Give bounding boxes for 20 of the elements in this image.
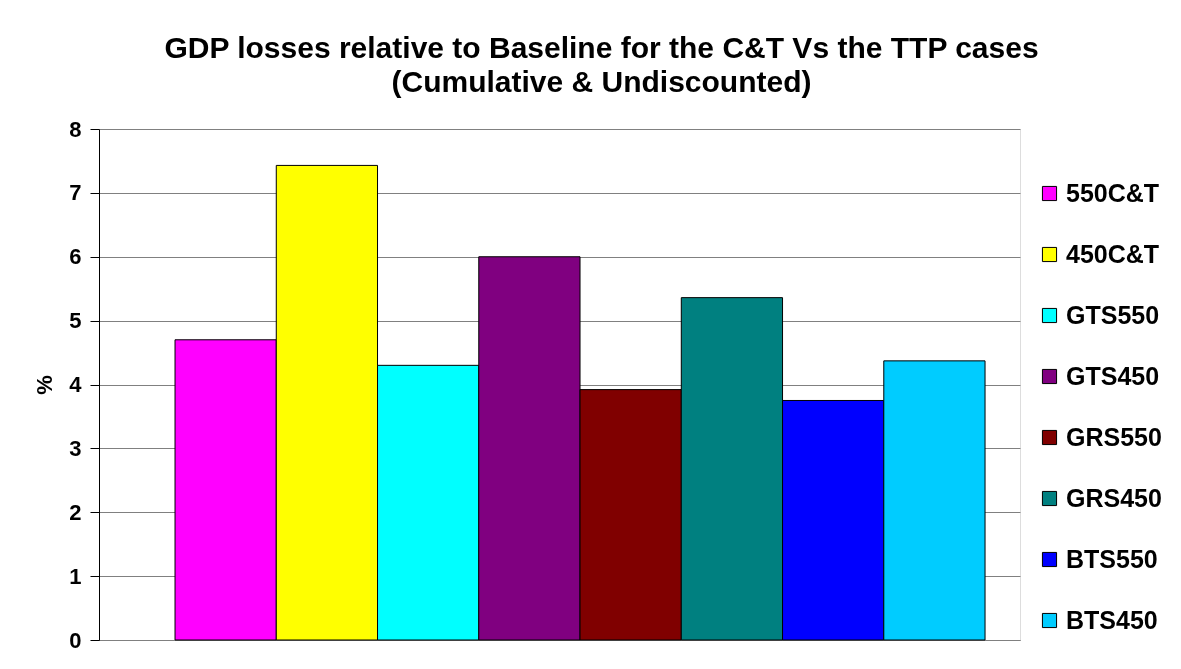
- y-tick-label: 3: [69, 435, 82, 461]
- y-tick-label: 0: [69, 627, 82, 653]
- y-axis-title: %: [32, 375, 58, 395]
- y-tick-label: 5: [69, 308, 82, 334]
- legend-label: GTS450: [1066, 361, 1160, 390]
- legend-label: 450C&T: [1066, 239, 1160, 268]
- legend-label: GRS450: [1066, 483, 1162, 512]
- legend-label: GRS550: [1066, 422, 1162, 451]
- y-tick-label: 4: [69, 372, 83, 397]
- y-tick-label: 7: [69, 180, 82, 206]
- y-tick-label: 1: [69, 563, 82, 589]
- y-tick-label: 2: [69, 499, 82, 525]
- y-tick-label: 8: [69, 116, 82, 142]
- legend-label: GTS550: [1066, 300, 1160, 329]
- legend-label: 550C&T: [1066, 178, 1160, 207]
- legend-label: BTS450: [1066, 605, 1158, 634]
- chart-subtitle: (Cumulative & Undiscounted): [391, 65, 812, 98]
- legend-label: BTS550: [1066, 544, 1158, 573]
- chart-title: GDP losses relative to Baseline for the C&T Vs the TTP cases: [164, 31, 1039, 64]
- y-tick-label: 6: [69, 244, 82, 270]
